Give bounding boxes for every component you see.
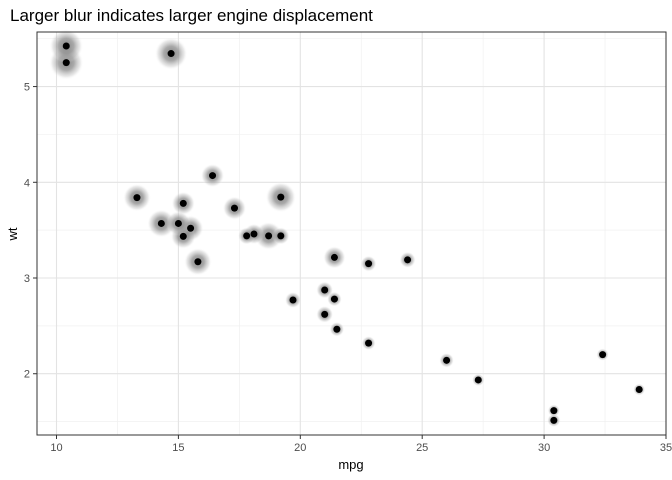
y-axis-title: wt bbox=[5, 227, 20, 241]
x-tick-label: 15 bbox=[172, 442, 184, 454]
data-points bbox=[62, 42, 643, 424]
data-point bbox=[365, 260, 373, 268]
y-tick-label: 5 bbox=[24, 82, 30, 94]
data-point bbox=[330, 253, 338, 261]
y-tick-label: 2 bbox=[24, 369, 30, 381]
data-point bbox=[330, 295, 338, 303]
chart-title: Larger blur indicates larger engine disp… bbox=[10, 6, 373, 25]
data-point bbox=[404, 256, 412, 264]
data-point bbox=[187, 224, 195, 232]
data-point bbox=[265, 232, 273, 240]
minor-gridlines bbox=[37, 32, 666, 435]
data-point bbox=[179, 199, 187, 207]
x-tick-label: 20 bbox=[294, 442, 306, 454]
y-tick-label: 3 bbox=[24, 273, 30, 285]
data-point bbox=[209, 172, 217, 180]
data-point bbox=[474, 376, 482, 384]
data-point bbox=[333, 325, 341, 333]
data-point bbox=[179, 232, 187, 240]
data-point bbox=[321, 286, 329, 294]
x-tick-label: 25 bbox=[416, 442, 428, 454]
x-tick-label: 30 bbox=[538, 442, 550, 454]
data-point bbox=[250, 230, 258, 238]
data-point bbox=[230, 204, 238, 212]
x-tick-label: 35 bbox=[660, 442, 672, 454]
x-axis-title: mpg bbox=[338, 457, 363, 472]
data-point bbox=[157, 219, 165, 227]
data-point bbox=[62, 42, 70, 50]
data-point bbox=[550, 407, 558, 415]
x-tick-label: 10 bbox=[50, 442, 62, 454]
data-point bbox=[321, 310, 329, 318]
data-point bbox=[443, 356, 451, 364]
y-tick-label: 4 bbox=[24, 177, 30, 189]
data-point bbox=[550, 416, 558, 424]
panel-background bbox=[37, 32, 666, 435]
x-axis: 10 15 20 25 30 35 bbox=[50, 435, 672, 454]
major-gridlines bbox=[37, 32, 667, 435]
data-point bbox=[599, 351, 607, 359]
data-point bbox=[133, 194, 141, 202]
plot-panel bbox=[36, 29, 667, 436]
data-point bbox=[167, 50, 175, 58]
data-point bbox=[277, 232, 285, 240]
data-point bbox=[635, 386, 643, 394]
y-axis: 2 3 4 5 bbox=[24, 82, 37, 381]
data-point bbox=[62, 59, 70, 67]
data-point bbox=[365, 339, 373, 347]
data-point bbox=[289, 296, 297, 304]
data-point bbox=[277, 193, 285, 201]
data-point bbox=[243, 232, 251, 240]
data-point bbox=[194, 258, 202, 266]
data-point bbox=[174, 219, 182, 227]
panel-border bbox=[36, 31, 667, 436]
